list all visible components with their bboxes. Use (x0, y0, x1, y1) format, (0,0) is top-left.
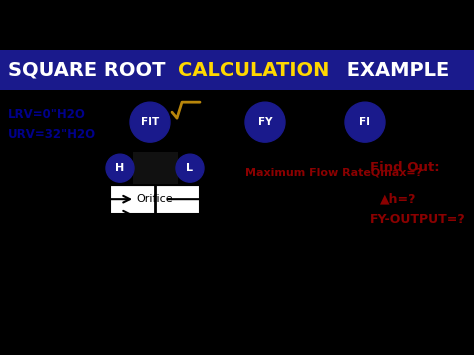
FancyBboxPatch shape (133, 152, 178, 184)
Text: FI: FI (359, 117, 371, 127)
FancyBboxPatch shape (0, 50, 474, 90)
Text: URV=32"H2O: URV=32"H2O (8, 128, 96, 141)
Text: Flow
Indicator: Flow Indicator (390, 111, 436, 133)
Text: Flow
Controller: Flow Controller (239, 156, 291, 178)
Text: Voltage
Signal: Voltage Signal (291, 156, 329, 178)
Text: Orifice: Orifice (137, 194, 173, 204)
Text: Vena Contracta: Vena Contracta (280, 224, 366, 234)
Text: FIT: FIT (141, 117, 159, 127)
Text: Pipe: Pipe (8, 160, 42, 174)
FancyBboxPatch shape (110, 184, 200, 214)
Text: EXAMPLE: EXAMPLE (340, 61, 449, 80)
Circle shape (106, 154, 134, 182)
Text: CALCULATION: CALCULATION (178, 61, 329, 80)
Text: FY: FY (258, 117, 272, 127)
Circle shape (345, 102, 385, 142)
Text: ▲h=?: ▲h=? (380, 193, 417, 206)
Text: Maximum Flow RateQmax=?: Maximum Flow RateQmax=? (245, 167, 422, 177)
Text: 10.7 mA: 10.7 mA (175, 130, 219, 140)
Text: LRV=0"H2O: LRV=0"H2O (8, 108, 86, 121)
Text: Find Out:: Find Out: (370, 161, 439, 174)
Text: FY-OUTPUT=?: FY-OUTPUT=? (370, 213, 466, 226)
Text: L: L (186, 163, 193, 173)
Circle shape (176, 154, 204, 182)
Text: 11.65 GPM: 11.65 GPM (8, 194, 92, 208)
Circle shape (245, 102, 285, 142)
Text: H: H (115, 163, 125, 173)
Circle shape (130, 102, 170, 142)
Text: SQUARE ROOT: SQUARE ROOT (8, 61, 172, 80)
